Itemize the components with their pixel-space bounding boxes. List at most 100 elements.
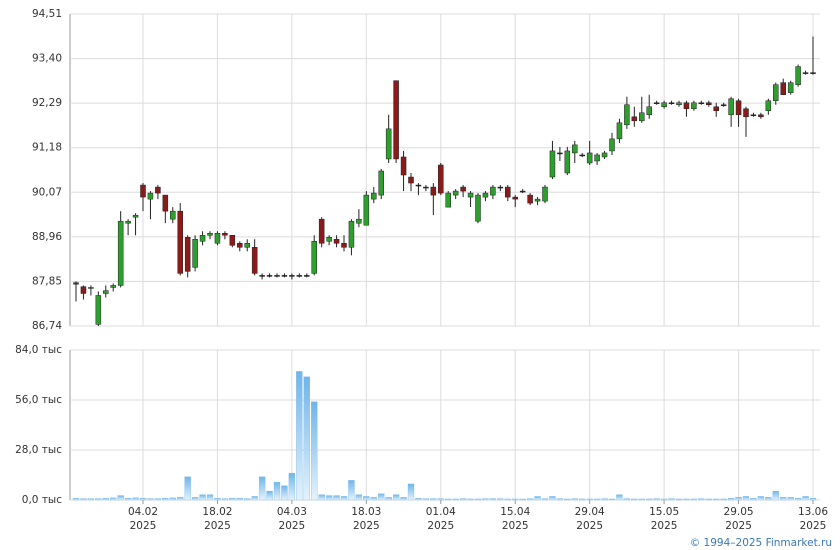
volume-bar [296, 371, 303, 501]
candle-body [289, 275, 295, 277]
candle-body [653, 102, 660, 104]
volume-bar [489, 498, 497, 501]
volume-bar [727, 498, 735, 501]
candle-body [691, 102, 697, 110]
candle-body [490, 186, 496, 196]
candle-body [177, 210, 183, 274]
volume-bar [363, 496, 370, 501]
candle-body [720, 104, 727, 106]
candle-body [251, 247, 258, 274]
volume-bar [802, 496, 809, 501]
volume-bar [110, 497, 117, 501]
volume-bar [325, 495, 333, 501]
candle-body [706, 102, 712, 105]
x-tick-sublabel: 2025 [353, 520, 380, 532]
volume-bar [244, 498, 251, 501]
copyright[interactable]: © 1994–2025 Finmarket.ru [690, 537, 832, 549]
volume-bar [311, 401, 318, 501]
candle-body [512, 196, 518, 200]
y-tick-label: 94,51 [32, 8, 62, 20]
candle-body [222, 232, 228, 236]
volume-bar [705, 498, 712, 501]
candle-body [549, 150, 556, 178]
candle-body [393, 80, 399, 160]
candle-body [668, 102, 675, 104]
candle-body [609, 138, 615, 152]
candle-body [348, 220, 355, 248]
candle-body [519, 190, 526, 193]
candle-body [579, 154, 585, 157]
candle-body [80, 286, 87, 294]
candle-body [586, 152, 593, 164]
candle-body [572, 144, 578, 154]
y-tick-label: 92,29 [32, 97, 62, 109]
volume-bar [586, 498, 593, 501]
volume-bar [675, 498, 683, 501]
volume-bar [258, 476, 266, 501]
volume-bar [139, 498, 147, 501]
volume-bar [288, 473, 296, 501]
candle-body [103, 290, 109, 294]
candle-body [542, 186, 548, 202]
volume-bar [378, 493, 385, 501]
volume-bar [132, 497, 139, 501]
candle-body [207, 232, 213, 236]
candle-body [467, 192, 474, 198]
volume-bar [191, 497, 199, 501]
y-tick-label: 91,18 [32, 142, 62, 154]
x-tick-label: 18.02 [202, 506, 232, 518]
volume-bar [474, 498, 482, 501]
candle-body [735, 100, 742, 116]
x-tick-label: 15.04 [500, 506, 530, 518]
volume-bar [437, 498, 444, 501]
y-tick-label: 93,40 [32, 53, 62, 65]
candle-body [594, 154, 600, 162]
volume-bar [147, 498, 154, 501]
candle-body [184, 237, 191, 272]
x-tick-label: 29.05 [724, 506, 754, 518]
candle-body [452, 190, 459, 196]
candle-body [140, 184, 146, 198]
y-tick-label: 28,0 тыс [15, 444, 62, 456]
volume-bar [467, 498, 474, 501]
volume-bar [668, 498, 675, 501]
volume-bar [616, 494, 623, 501]
candle-body [326, 237, 332, 242]
volume-bar [794, 498, 802, 501]
candle-body [400, 156, 407, 176]
y-tick-label: 0,0 тыс [22, 494, 62, 506]
volume-bar [407, 483, 415, 501]
candle-body [244, 243, 250, 248]
volume-bar [318, 494, 325, 501]
x-tick-sublabel: 2025 [279, 520, 306, 532]
volume-bar [623, 498, 631, 501]
volume-bar [646, 498, 653, 501]
candle-body [631, 116, 638, 122]
candle-body [95, 295, 102, 325]
volume-bar [809, 498, 817, 501]
volume-bar [273, 481, 281, 501]
volume-bar [221, 498, 229, 501]
volume-bar [526, 498, 534, 501]
volume-bar [512, 498, 519, 501]
volume-bar [154, 498, 162, 501]
candle-body [743, 108, 749, 118]
volume-bar [169, 497, 176, 501]
candle-body [765, 100, 772, 112]
candle-body [266, 275, 273, 277]
candle-body [415, 184, 422, 187]
candle-body [750, 114, 757, 117]
candle-body [601, 152, 608, 158]
x-tick-label: 15.05 [649, 506, 679, 518]
volume-bar [713, 498, 720, 501]
volume-bar [102, 498, 109, 501]
x-tick-label: 18.03 [351, 506, 381, 518]
y-tick-label: 90,07 [32, 186, 62, 198]
x-tick-sublabel: 2025 [427, 520, 454, 532]
volume-bar [519, 498, 526, 501]
volume-bar [482, 498, 489, 501]
candle-body [214, 232, 221, 244]
volume-bar [400, 497, 407, 501]
volume-bar [72, 498, 80, 501]
